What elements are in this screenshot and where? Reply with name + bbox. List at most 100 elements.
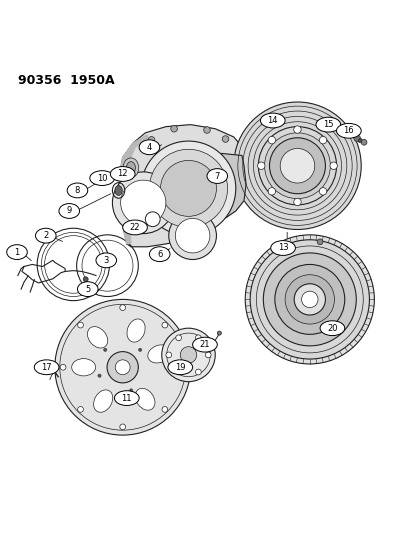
Circle shape (244, 235, 373, 364)
Ellipse shape (7, 245, 27, 260)
Ellipse shape (127, 319, 145, 342)
Circle shape (55, 300, 190, 435)
Circle shape (119, 424, 125, 430)
Ellipse shape (192, 337, 217, 352)
Ellipse shape (149, 247, 170, 262)
Circle shape (258, 127, 336, 205)
Circle shape (49, 365, 56, 372)
Ellipse shape (110, 167, 135, 181)
Circle shape (318, 136, 326, 144)
Ellipse shape (135, 389, 154, 410)
Circle shape (293, 126, 300, 133)
Circle shape (120, 180, 166, 225)
Circle shape (129, 389, 133, 392)
Text: 15: 15 (322, 120, 333, 129)
Circle shape (268, 188, 275, 195)
Circle shape (195, 369, 201, 375)
Ellipse shape (59, 204, 79, 219)
Ellipse shape (36, 228, 56, 243)
Ellipse shape (260, 113, 285, 128)
Circle shape (274, 264, 344, 334)
Circle shape (264, 133, 330, 199)
Circle shape (169, 212, 216, 260)
Circle shape (160, 160, 216, 216)
Circle shape (203, 127, 210, 133)
Ellipse shape (139, 140, 159, 155)
Circle shape (145, 212, 160, 227)
Text: 4: 4 (147, 143, 152, 152)
Text: 13: 13 (277, 244, 288, 253)
Ellipse shape (319, 321, 344, 336)
Ellipse shape (147, 345, 171, 363)
Circle shape (179, 365, 185, 370)
Circle shape (180, 346, 196, 363)
Circle shape (176, 335, 181, 341)
Ellipse shape (93, 390, 112, 413)
Text: 3: 3 (103, 256, 109, 265)
Circle shape (60, 365, 66, 370)
Circle shape (149, 149, 227, 228)
Circle shape (83, 277, 88, 282)
Text: 6: 6 (157, 249, 162, 259)
Circle shape (78, 322, 83, 328)
Polygon shape (221, 154, 245, 219)
Circle shape (205, 352, 211, 358)
Circle shape (166, 352, 171, 358)
Polygon shape (118, 125, 247, 247)
Circle shape (97, 374, 101, 377)
Ellipse shape (67, 183, 88, 198)
Circle shape (161, 322, 167, 328)
Ellipse shape (71, 359, 95, 376)
Text: 22: 22 (129, 223, 140, 232)
Ellipse shape (206, 168, 227, 183)
Ellipse shape (168, 360, 192, 375)
Circle shape (358, 139, 361, 143)
Text: 8: 8 (75, 186, 80, 195)
Ellipse shape (34, 360, 59, 375)
Circle shape (301, 291, 317, 308)
Text: 20: 20 (326, 324, 337, 333)
Ellipse shape (114, 391, 139, 406)
Circle shape (175, 219, 209, 253)
Circle shape (353, 135, 359, 141)
Text: 9: 9 (66, 206, 72, 215)
Circle shape (257, 162, 264, 169)
Ellipse shape (87, 327, 107, 348)
Ellipse shape (77, 282, 98, 296)
Circle shape (112, 172, 174, 233)
Circle shape (285, 274, 334, 324)
Ellipse shape (96, 253, 116, 268)
Circle shape (161, 328, 215, 382)
Ellipse shape (270, 240, 295, 255)
Circle shape (78, 407, 83, 413)
Circle shape (294, 284, 325, 315)
Circle shape (115, 360, 130, 375)
Circle shape (138, 348, 141, 351)
Circle shape (222, 136, 228, 142)
Circle shape (103, 348, 107, 351)
Circle shape (249, 240, 368, 359)
Text: 1: 1 (14, 248, 19, 256)
Circle shape (119, 305, 125, 311)
Text: 7: 7 (214, 172, 219, 181)
Text: 10: 10 (97, 174, 107, 183)
Circle shape (360, 140, 366, 145)
Circle shape (329, 162, 337, 169)
Circle shape (161, 407, 167, 413)
Ellipse shape (90, 171, 114, 185)
Text: 90356  1950A: 90356 1950A (18, 74, 114, 87)
Text: 17: 17 (41, 363, 52, 372)
Circle shape (280, 149, 314, 183)
Circle shape (233, 102, 360, 230)
Circle shape (171, 125, 177, 132)
Circle shape (141, 141, 235, 236)
Ellipse shape (126, 161, 135, 174)
Polygon shape (118, 135, 147, 244)
Circle shape (217, 331, 221, 335)
Circle shape (176, 369, 181, 375)
Circle shape (268, 136, 275, 144)
Ellipse shape (123, 158, 138, 177)
Circle shape (316, 239, 322, 245)
Text: 2: 2 (43, 231, 48, 240)
Circle shape (148, 136, 154, 143)
